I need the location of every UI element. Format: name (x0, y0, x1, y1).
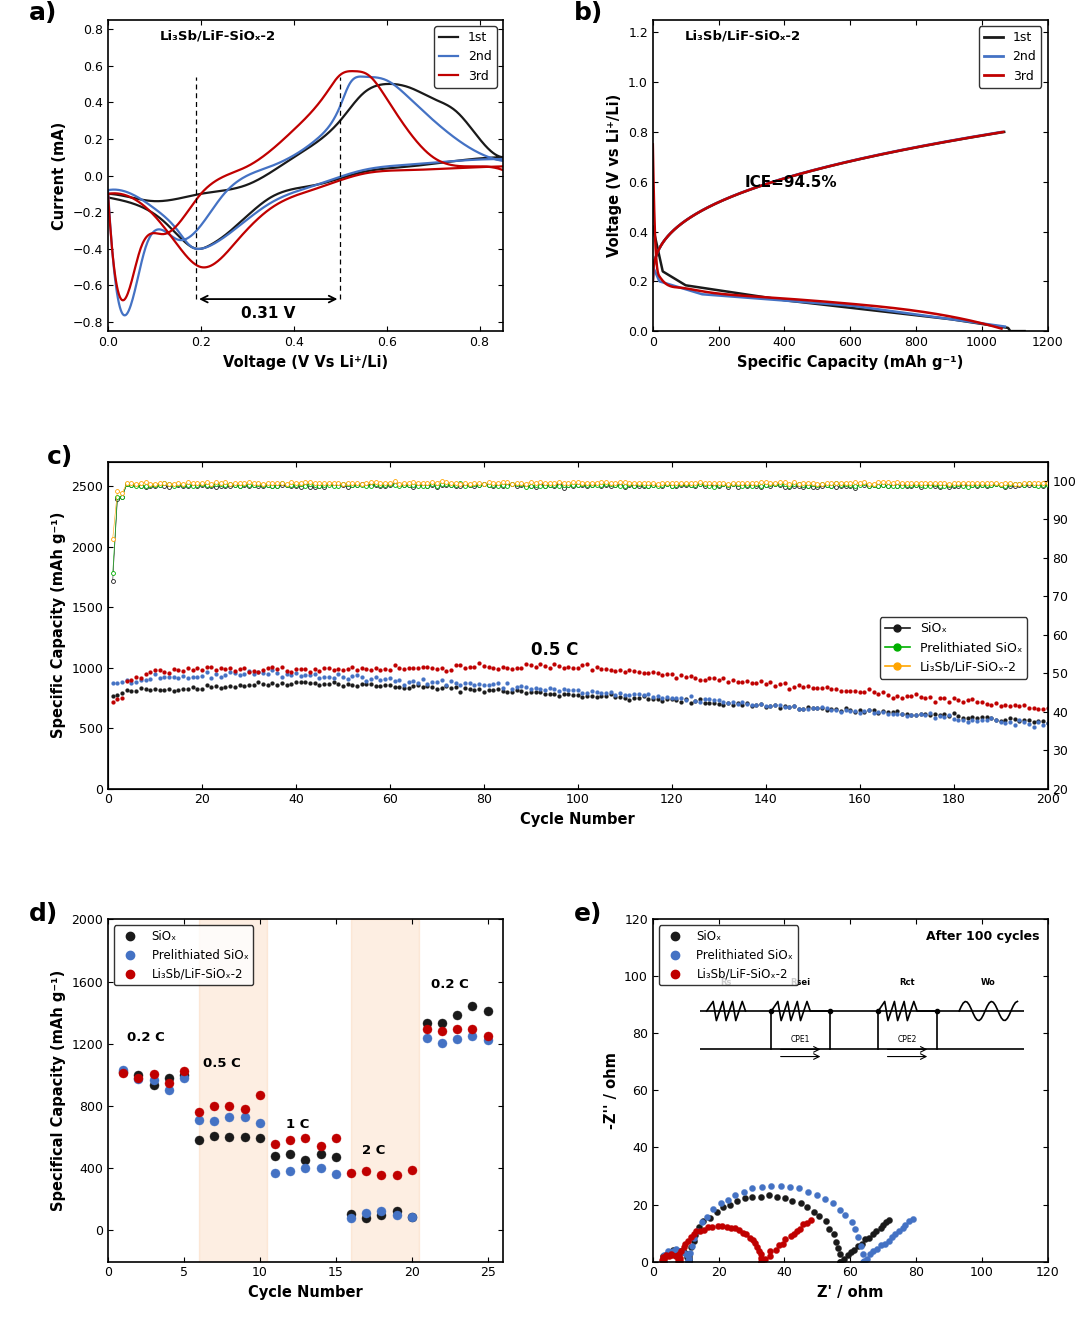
Y-axis label: Current (mA): Current (mA) (52, 121, 67, 230)
3rd (497, 158, 510, 174)
Text: Li₃Sb/LiF-SiOₓ-2: Li₃Sb/LiF-SiOₓ-2 (160, 29, 275, 42)
1st (211, 183, 224, 199)
1st (187, 187, 200, 203)
3rd (345, 64, 357, 80)
2nd (166, 228, 179, 244)
Y-axis label: Specific Capacity (mAh g⁻¹): Specific Capacity (mAh g⁻¹) (51, 513, 66, 738)
Text: e): e) (573, 902, 603, 926)
Y-axis label: -Z'' / ohm: -Z'' / ohm (604, 1052, 619, 1129)
3rd (187, 197, 200, 212)
3rd (166, 222, 179, 238)
Text: 0.5 C: 0.5 C (531, 641, 578, 660)
2nd (497, 153, 510, 169)
Text: 0.5 C: 0.5 C (203, 1057, 241, 1070)
Text: 0.31 V: 0.31 V (241, 307, 296, 321)
Y-axis label: Voltage (V vs Li⁺/Li): Voltage (V vs Li⁺/Li) (607, 94, 622, 258)
Legend: SiOₓ, Prelithiated SiOₓ, Li₃Sb/LiF-SiOₓ-2: SiOₓ, Prelithiated SiOₓ, Li₃Sb/LiF-SiOₓ-… (659, 926, 798, 985)
Text: c): c) (46, 445, 73, 470)
Text: d): d) (29, 902, 58, 926)
Text: 2 C: 2 C (362, 1145, 386, 1157)
1st (192, 240, 205, 256)
Legend: SiOₓ, Prelithiated SiOₓ, Li₃Sb/LiF-SiOₓ-2: SiOₓ, Prelithiated SiOₓ, Li₃Sb/LiF-SiOₓ-… (880, 618, 1027, 679)
Text: b): b) (573, 1, 603, 25)
Text: ICE=94.5%: ICE=94.5% (745, 175, 838, 190)
Text: After 100 cycles: After 100 cycles (927, 930, 1040, 943)
1st (389, 76, 402, 92)
3rd (389, 104, 402, 120)
1st (497, 149, 510, 165)
3rd (448, 161, 461, 177)
Legend: 1st, 2nd, 3rd: 1st, 2nd, 3rd (434, 27, 497, 88)
X-axis label: Cycle Number: Cycle Number (521, 811, 635, 827)
2nd (448, 153, 461, 169)
X-axis label: Cycle Number: Cycle Number (248, 1286, 363, 1300)
Y-axis label: Specifical Capacity (mAh g⁻¹): Specifical Capacity (mAh g⁻¹) (51, 969, 66, 1211)
1st (307, 137, 320, 153)
Text: 1 C: 1 C (286, 1118, 310, 1130)
2nd (307, 134, 320, 150)
X-axis label: Z' / ohm: Z' / ohm (816, 1286, 883, 1300)
Legend: SiOₓ, Prelithiated SiOₓ, Li₃Sb/LiF-SiOₓ-2: SiOₓ, Prelithiated SiOₓ, Li₃Sb/LiF-SiOₓ-… (113, 926, 254, 985)
Line: 2nd: 2nd (108, 77, 503, 315)
2nd (119, 307, 132, 323)
X-axis label: Specific Capacity (mAh g⁻¹): Specific Capacity (mAh g⁻¹) (737, 355, 963, 369)
3rd (211, 173, 224, 189)
Bar (199, 919, 268, 1262)
1st (383, 76, 396, 92)
X-axis label: Voltage (V Vs Li⁺/Li): Voltage (V Vs Li⁺/Li) (222, 355, 388, 369)
2nd (497, 151, 510, 167)
Text: a): a) (29, 1, 57, 25)
2nd (211, 195, 224, 211)
Line: 3rd: 3rd (108, 72, 503, 300)
1st (448, 153, 461, 169)
3rd (497, 162, 510, 178)
Bar (351, 919, 419, 1262)
2nd (187, 226, 200, 242)
Legend: 1st, 2nd, 3rd: 1st, 2nd, 3rd (978, 27, 1041, 88)
Text: 0.2 C: 0.2 C (431, 977, 469, 991)
Text: Li₃Sb/LiF-SiOₓ-2: Li₃Sb/LiF-SiOₓ-2 (685, 29, 800, 42)
3rd (117, 292, 130, 308)
1st (497, 149, 510, 165)
2nd (354, 69, 367, 85)
1st (166, 191, 179, 207)
Line: 1st: 1st (108, 84, 503, 248)
Text: 0.2 C: 0.2 C (127, 1031, 165, 1044)
2nd (389, 77, 402, 93)
3rd (307, 102, 320, 118)
